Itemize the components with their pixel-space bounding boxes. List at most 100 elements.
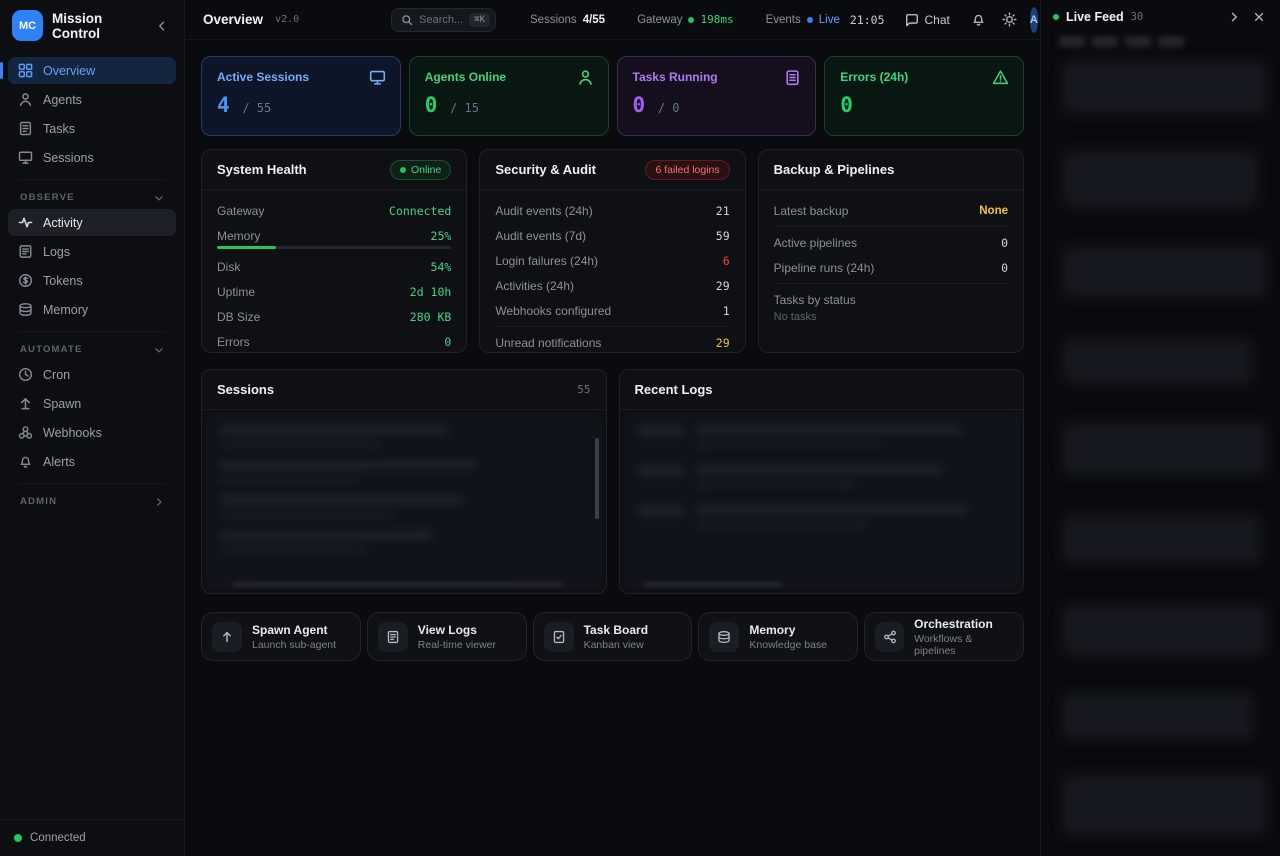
redacted-session-row [220,425,588,448]
header-events-stat: Events Live [766,14,840,26]
scrollbar[interactable] [594,437,599,519]
memory-button[interactable]: Memory Knowledge base [698,612,859,661]
spawn-agent-button[interactable]: Spawn Agent Launch sub-agent [201,612,361,661]
sidebar-item-tasks[interactable]: Tasks [8,115,176,142]
logs-list-redacted[interactable] [623,413,1019,589]
recent-logs-panel: Recent Logs [618,369,1024,594]
failed-logins-badge: 6 failed logins [645,159,730,180]
sidebar-item-spawn[interactable]: Spawn [8,390,176,417]
view-logs-button[interactable]: View Logs Real-time viewer [366,612,527,661]
sessions-panel: Sessions 55 [201,369,607,594]
metric-row: Unread notifications 29 [495,335,730,350]
sidebar-item-activity[interactable]: Activity [8,209,176,236]
clock: 21:05 [849,12,885,27]
gateway-stat-label: Gateway [637,13,683,26]
live-feed-title: Live Feed [1066,10,1124,24]
arrow-up-icon [212,621,242,652]
action-subtitle: Workflows & pipelines [914,632,973,657]
main-header: Overview v2.0 Search... ⌘K Sessions 4/55… [185,0,1040,40]
sidebar-section-automate[interactable]: AUTOMATE [8,340,176,361]
action-text: Orchestration Workflows & pipelines [914,617,1013,657]
connection-status: Connected [0,819,184,856]
redacted-feed-item [1063,151,1258,207]
stat-card-active-sessions[interactable]: Active Sessions 4 / 55 [201,56,401,136]
grid-icon [18,63,33,78]
theme-toggle-button[interactable] [999,9,1020,30]
chevron-right-icon [154,497,164,507]
info-panels-row: System Health Online Gateway Connected Me… [201,149,1024,353]
panel-title: Security & Audit [495,162,596,177]
sidebar-item-cron[interactable]: Cron [8,361,176,388]
metric-row: Webhooks configured 1 [495,303,730,318]
sessions-panel-header: Sessions 55 [202,370,606,410]
system-health-header: System Health Online [202,150,467,190]
document-icon [377,621,408,652]
stat-cards-row: Active Sessions 4 / 55 Agents Online 0 /… [201,56,1024,136]
redacted-feed-item [1063,61,1266,113]
sidebar-item-label: Tasks [43,121,75,136]
sidebar-item-tokens[interactable]: Tokens [8,267,176,294]
app-logo: MC [12,10,43,41]
chat-button[interactable]: Chat [905,13,950,27]
sidebar-item-label: Cron [43,367,71,382]
metric-row: Pipeline runs (24h) 0 [773,260,1008,275]
live-feed-header: Live Feed 30 [1041,0,1280,34]
metric-row: Gateway Connected [217,203,452,218]
metric-row: Disk 54% [217,260,452,274]
sidebar-item-sessions[interactable]: Sessions [8,144,176,171]
sessions-stat-value: 4/55 [582,13,606,26]
panel-title: Recent Logs [634,382,713,397]
events-stat-label: Events [765,13,801,26]
online-badge: Online [389,159,452,180]
orchestration-button[interactable]: Orchestration Workflows & pipelines [864,612,1024,661]
redacted-feed-item [1063,339,1253,383]
live-feed-panel: Live Feed 30 [1040,0,1280,856]
connection-status-label: Connected [30,832,86,844]
sessions-list-redacted[interactable] [206,413,602,589]
user-icon [18,92,33,107]
activity-icon [18,215,33,230]
live-dot [1053,14,1059,20]
sidebar-section-admin[interactable]: ADMIN [8,492,176,513]
chevron-down-icon [154,193,164,203]
stat-card-tasks-running[interactable]: Tasks Running 0 / 0 [616,56,817,136]
action-title: Spawn Agent [252,622,328,637]
backup-pipelines-body: Latest backup None Active pipelines 0 Pipe… [759,190,1023,331]
sidebar-item-label: Sessions [43,150,94,165]
divider [18,483,166,484]
sidebar-collapse-button[interactable] [150,18,174,34]
section-label: AUTOMATE [20,344,83,355]
live-feed-list-redacted[interactable] [1041,34,1280,856]
sidebar-item-alerts[interactable]: Alerts [8,448,176,475]
system-health-panel: System Health Online Gateway Connected Me… [201,149,468,353]
expand-feed-button[interactable] [1225,8,1243,26]
close-feed-button[interactable] [1250,8,1268,26]
notifications-button[interactable] [968,9,989,30]
gateway-stat-value: 198ms [700,13,734,26]
sidebar-item-overview[interactable]: Overview [0,57,176,84]
redacted-feed-item [1063,247,1266,297]
metric-row: Latest backup None [773,203,1008,218]
action-text: Memory Knowledge base [749,623,827,651]
chevron-down-icon [154,345,164,355]
stat-card-agents-online[interactable]: Agents Online 0 / 15 [408,56,609,136]
sidebar-item-label: Logs [43,244,71,259]
sidebar-item-agents[interactable]: Agents [8,86,176,113]
sidebar-item-label: Alerts [43,454,75,469]
redacted-footer-text [232,582,562,587]
sidebar-item-logs[interactable]: Logs [8,238,176,265]
task-board-button[interactable]: Task Board Kanban view [532,612,693,661]
stat-card-errors[interactable]: Errors (24h) 0 [824,56,1024,136]
no-tasks-label: No tasks [773,311,817,323]
coin-icon [18,273,33,288]
sidebar-item-webhooks[interactable]: Webhooks [8,419,176,446]
user-avatar[interactable]: A [1029,6,1038,33]
search-placeholder: Search... [419,13,464,26]
search-input[interactable]: Search... ⌘K [391,7,497,32]
sidebar-item-label: Webhooks [43,425,102,440]
sidebar-section-observe[interactable]: OBSERVE [8,188,176,209]
divider [773,283,1008,284]
action-subtitle: Real-time viewer [417,638,496,651]
sidebar-item-memory[interactable]: Memory [8,296,176,323]
